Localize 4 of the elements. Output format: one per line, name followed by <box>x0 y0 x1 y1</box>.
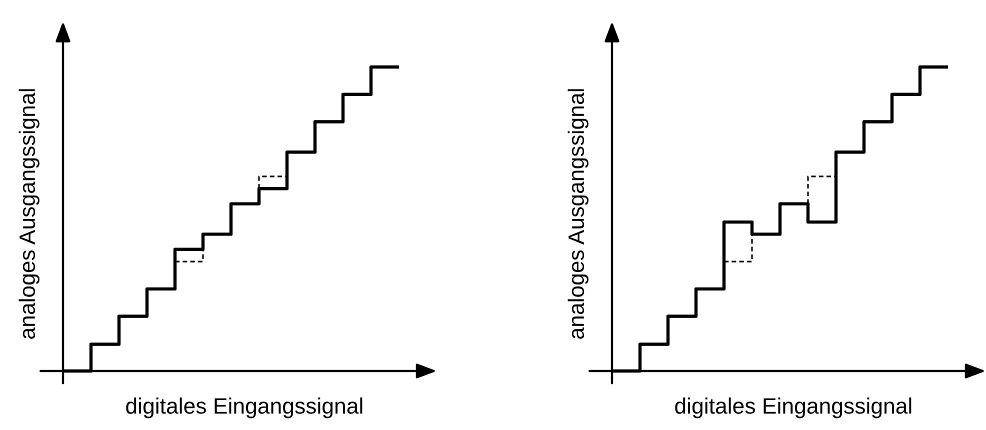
y-axis-title: analoges Ausgangssignal <box>568 89 588 339</box>
x-axis-title: digitales Eingangssignal <box>126 398 362 418</box>
y-axis-title: analoges Ausgangssignal <box>18 89 40 339</box>
x-axis-title: digitales Eingangssignal <box>675 398 912 418</box>
